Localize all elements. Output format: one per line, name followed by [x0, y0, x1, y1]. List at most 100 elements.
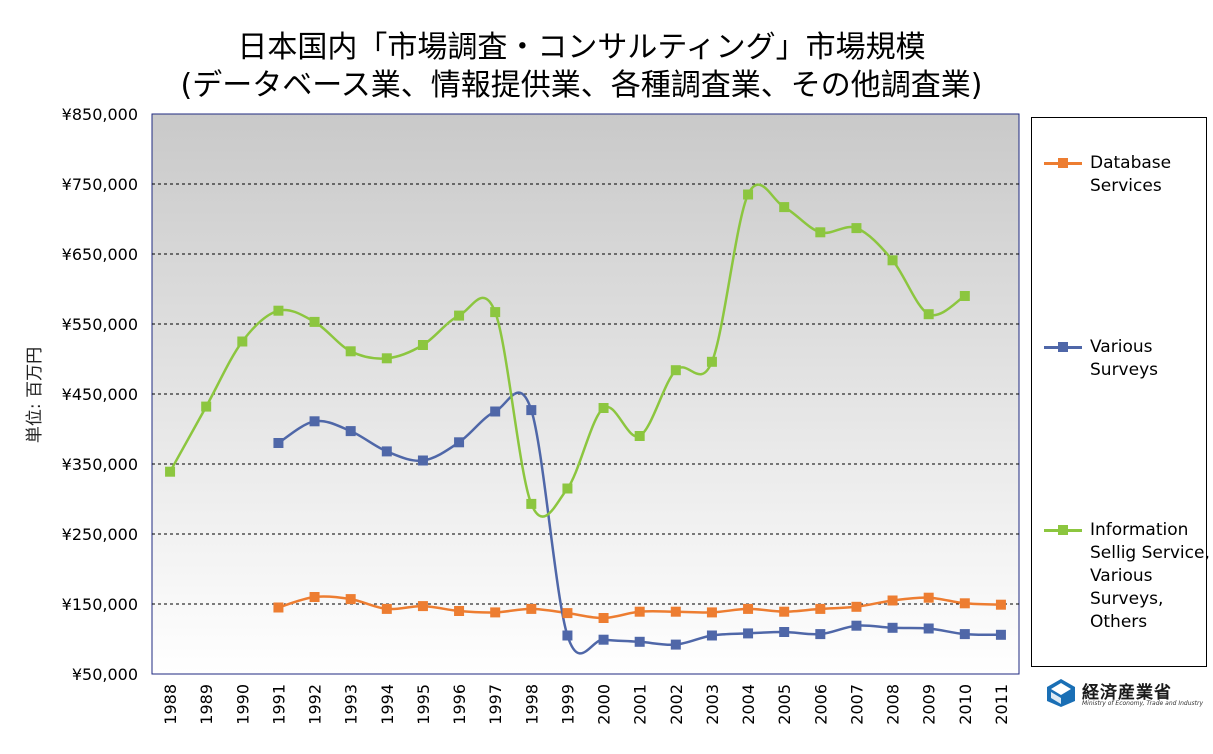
data-point-series-1-1996 — [454, 437, 465, 448]
data-point-series-0-2010 — [959, 598, 970, 609]
data-point-series-0-2011 — [995, 599, 1006, 610]
data-point-series-2-2005 — [779, 202, 790, 213]
x-tick-label: 1998 — [522, 684, 541, 725]
y-tick-label: ¥450,000 — [62, 385, 138, 404]
x-tick-label: 2001 — [631, 684, 650, 725]
y-axis-label: 単位: 百万円 — [25, 347, 45, 443]
legend-marker — [1058, 525, 1068, 535]
y-tick-label: ¥350,000 — [62, 455, 138, 474]
data-point-series-2-1996 — [454, 310, 465, 321]
data-point-series-0-2008 — [887, 595, 898, 606]
x-tick-label: 1999 — [558, 684, 577, 725]
x-tick-label: 1996 — [450, 684, 469, 725]
data-point-series-2-2007 — [851, 223, 862, 234]
y-tick-label: ¥550,000 — [62, 315, 138, 334]
data-point-series-1-1992 — [309, 416, 320, 427]
x-tick-label: 1993 — [342, 684, 361, 725]
data-point-series-2-2008 — [887, 255, 898, 266]
x-tick-label: 2000 — [595, 684, 614, 725]
data-point-series-2-1998 — [526, 498, 537, 509]
y-tick-label: ¥50,000 — [72, 665, 138, 684]
data-point-series-2-2000 — [598, 403, 609, 413]
x-tick-label: 2010 — [956, 684, 975, 725]
x-tick-label: 1991 — [269, 684, 288, 725]
data-point-series-1-2009 — [923, 623, 934, 634]
meti-logo-mark-icon — [1047, 679, 1075, 707]
y-tick-label: ¥750,000 — [62, 175, 138, 194]
x-tick-label: 2011 — [992, 684, 1011, 725]
data-point-series-2-1988 — [165, 466, 176, 477]
data-point-series-2-1995 — [417, 340, 428, 350]
data-point-series-0-2004 — [743, 603, 754, 614]
data-point-series-1-2003 — [706, 630, 717, 641]
data-point-series-2-2006 — [815, 227, 826, 238]
legend-label: Various Surveys — [1090, 337, 1158, 380]
data-point-series-2-1997 — [490, 307, 501, 318]
data-point-series-2-2003 — [706, 356, 717, 367]
x-tick-label: 1988 — [161, 684, 180, 725]
x-tick-label: 1990 — [233, 684, 252, 725]
data-point-series-0-2003 — [706, 607, 717, 618]
data-point-series-0-2007 — [851, 601, 862, 612]
x-tick-label: 1997 — [486, 684, 505, 725]
x-tick-label: 1989 — [197, 684, 216, 725]
data-point-series-2-2004 — [743, 189, 754, 200]
logo-text: 経済産業省 — [1082, 683, 1172, 703]
data-point-series-0-2005 — [779, 606, 790, 617]
data-point-series-2-1994 — [381, 353, 392, 364]
data-point-series-0-2009 — [923, 592, 934, 603]
legend-swatch — [1044, 342, 1082, 352]
data-point-series-0-2001 — [634, 606, 645, 617]
x-tick-label: 1994 — [378, 684, 397, 725]
data-point-series-1-2010 — [959, 629, 970, 640]
data-point-series-1-1997 — [490, 406, 501, 417]
data-point-series-0-1997 — [490, 607, 501, 618]
legend-swatch — [1044, 158, 1082, 168]
data-point-series-0-1994 — [381, 603, 392, 614]
data-point-series-1-2008 — [887, 622, 898, 633]
x-tick-label: 2006 — [811, 684, 830, 725]
data-point-series-0-2000 — [598, 613, 609, 623]
data-point-series-0-1998 — [526, 603, 537, 614]
data-point-series-0-1995 — [417, 601, 428, 612]
x-tick-label: 1992 — [306, 684, 325, 725]
y-tick-label: ¥650,000 — [62, 245, 138, 264]
data-point-series-2-2001 — [634, 431, 645, 441]
series-line-1 — [277, 391, 1001, 655]
data-point-series-0-1992 — [309, 592, 320, 602]
data-point-series-2-2010 — [959, 291, 970, 301]
data-point-series-2-1990 — [237, 336, 248, 347]
y-tick-label: ¥150,000 — [62, 595, 138, 614]
data-point-series-1-2011 — [995, 629, 1006, 640]
data-point-series-2-1991 — [273, 305, 284, 316]
x-tick-label: 2005 — [775, 684, 794, 725]
x-tick-label: 2009 — [920, 684, 939, 725]
data-point-series-1-2002 — [670, 639, 681, 650]
y-tick-label: ¥250,000 — [62, 525, 138, 544]
x-tick-label: 2004 — [739, 684, 758, 725]
legend-marker — [1058, 342, 1068, 352]
legend-label: Information Sellig Service, Various Surv… — [1090, 520, 1210, 632]
data-point-series-1-1993 — [345, 426, 356, 437]
data-point-series-0-2006 — [815, 603, 826, 614]
data-point-series-1-2007 — [851, 620, 862, 631]
x-tick-label: 2008 — [884, 684, 903, 725]
legend: Database Services Various Surveys Informat… — [1031, 117, 1210, 667]
data-point-series-2-1992 — [309, 316, 320, 327]
legend-swatch — [1044, 525, 1082, 535]
data-point-series-1-2001 — [634, 636, 645, 647]
data-point-series-1-2005 — [779, 627, 790, 637]
x-tick-label: 2007 — [847, 684, 866, 725]
data-point-series-1-1998 — [526, 405, 537, 416]
x-tick-label: 2002 — [667, 684, 686, 725]
data-point-series-0-1991 — [273, 602, 284, 613]
data-point-series-1-1994 — [381, 446, 392, 457]
data-point-series-2-1999 — [562, 483, 573, 494]
x-tick-label: 1995 — [414, 684, 433, 725]
data-point-series-1-2000 — [598, 634, 609, 645]
x-tick-label: 2003 — [703, 684, 722, 725]
data-point-series-1-1991 — [273, 438, 284, 448]
meti-logo: 経済産業省 Ministry of Economy, Trade and Ind… — [1046, 676, 1211, 716]
data-point-series-0-1993 — [345, 594, 356, 605]
